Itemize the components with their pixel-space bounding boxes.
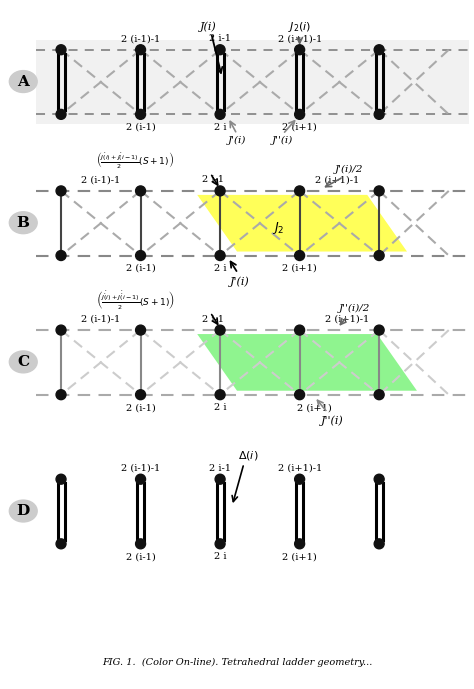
Text: 2 i-1: 2 i-1 <box>202 176 224 185</box>
Text: $\left(\frac{J\'\'(i)+J\'\'(i-1)}{2}(S+1)\right)$: $\left(\frac{J\'\'(i)+J\'\'(i-1)}{2}(S+1… <box>96 289 175 312</box>
Circle shape <box>215 539 225 549</box>
Text: J'(i): J'(i) <box>230 276 250 287</box>
Text: J'(i)/2: J'(i)/2 <box>335 165 364 174</box>
Text: J''(i): J''(i) <box>321 415 344 426</box>
Circle shape <box>215 251 225 260</box>
Circle shape <box>136 110 146 119</box>
Text: 2 i: 2 i <box>214 123 227 132</box>
Text: 2 (i+1): 2 (i+1) <box>297 403 332 412</box>
Circle shape <box>56 45 66 54</box>
Circle shape <box>56 539 66 549</box>
Text: 2 (i+1)-1: 2 (i+1)-1 <box>325 315 369 324</box>
Circle shape <box>215 186 225 196</box>
Circle shape <box>136 251 146 260</box>
Text: 2 (i-1): 2 (i-1) <box>126 553 155 562</box>
Text: J(i): J(i) <box>200 21 217 32</box>
Circle shape <box>136 539 146 549</box>
Text: $\Delta(i)$: $\Delta(i)$ <box>237 449 258 462</box>
Circle shape <box>374 45 384 54</box>
Text: 2 (i-1)-1: 2 (i-1)-1 <box>81 176 120 185</box>
Circle shape <box>374 474 384 484</box>
Circle shape <box>374 110 384 119</box>
Circle shape <box>295 474 305 484</box>
Circle shape <box>56 110 66 119</box>
Circle shape <box>136 186 146 196</box>
Text: $J_2$: $J_2$ <box>272 220 284 236</box>
Text: 2 (i+1)-1: 2 (i+1)-1 <box>315 176 360 185</box>
Circle shape <box>374 251 384 260</box>
Circle shape <box>295 186 305 196</box>
Circle shape <box>374 390 384 400</box>
Ellipse shape <box>9 212 37 234</box>
Circle shape <box>136 474 146 484</box>
Text: 2 i: 2 i <box>214 264 227 273</box>
Circle shape <box>215 474 225 484</box>
Text: D: D <box>17 504 30 518</box>
Circle shape <box>136 390 146 400</box>
Text: 2 (i+1)-1: 2 (i+1)-1 <box>277 34 322 43</box>
Text: 2 i-1: 2 i-1 <box>209 34 231 43</box>
Circle shape <box>56 186 66 196</box>
Ellipse shape <box>9 500 37 522</box>
Circle shape <box>215 45 225 54</box>
Circle shape <box>56 390 66 400</box>
Text: A: A <box>18 74 29 89</box>
Circle shape <box>136 325 146 335</box>
Text: 2 (i-1)-1: 2 (i-1)-1 <box>121 464 160 473</box>
Polygon shape <box>197 334 417 391</box>
Ellipse shape <box>9 351 37 373</box>
Text: 2 (i-1): 2 (i-1) <box>126 403 155 412</box>
Circle shape <box>215 390 225 400</box>
Circle shape <box>56 474 66 484</box>
Polygon shape <box>197 195 407 251</box>
Circle shape <box>295 539 305 549</box>
Circle shape <box>136 45 146 54</box>
Text: 2 (i+1): 2 (i+1) <box>282 123 317 132</box>
Text: J''(i): J''(i) <box>272 136 293 145</box>
Circle shape <box>374 325 384 335</box>
Text: 2 (i-1): 2 (i-1) <box>126 264 155 273</box>
Text: $J_2(i)$: $J_2(i)$ <box>288 20 311 34</box>
Circle shape <box>295 110 305 119</box>
Text: 2 (i+1): 2 (i+1) <box>282 264 317 273</box>
Text: J''(i)/2: J''(i)/2 <box>338 304 370 313</box>
Circle shape <box>374 539 384 549</box>
Circle shape <box>295 390 305 400</box>
Text: J'(i): J'(i) <box>228 136 246 145</box>
Text: $\left(\frac{J\'(i)+J\'(i-1)}{2}(S+1)\right)$: $\left(\frac{J\'(i)+J\'(i-1)}{2}(S+1)\ri… <box>96 151 174 172</box>
Circle shape <box>295 45 305 54</box>
Text: 2 (i-1)-1: 2 (i-1)-1 <box>121 34 160 43</box>
Circle shape <box>215 325 225 335</box>
Circle shape <box>374 186 384 196</box>
Text: 2 i-1: 2 i-1 <box>202 315 224 324</box>
Circle shape <box>295 325 305 335</box>
Circle shape <box>56 251 66 260</box>
Text: 2 (i+1): 2 (i+1) <box>282 553 317 562</box>
Ellipse shape <box>9 70 37 92</box>
Text: 2 i: 2 i <box>214 553 227 562</box>
Text: C: C <box>17 355 29 369</box>
Text: B: B <box>17 216 30 229</box>
Circle shape <box>215 110 225 119</box>
Text: 2 i-1: 2 i-1 <box>209 464 231 473</box>
Text: FIG. 1.  (Color On-line). Tetrahedral ladder geometry...: FIG. 1. (Color On-line). Tetrahedral lad… <box>102 658 372 667</box>
Circle shape <box>56 325 66 335</box>
Text: 2 (i-1)-1: 2 (i-1)-1 <box>81 315 120 324</box>
Text: 2 (i-1): 2 (i-1) <box>126 123 155 132</box>
Bar <box>36 40 469 124</box>
Circle shape <box>295 251 305 260</box>
Text: 2 (i+1)-1: 2 (i+1)-1 <box>277 464 322 473</box>
Text: 2 i: 2 i <box>214 403 227 412</box>
